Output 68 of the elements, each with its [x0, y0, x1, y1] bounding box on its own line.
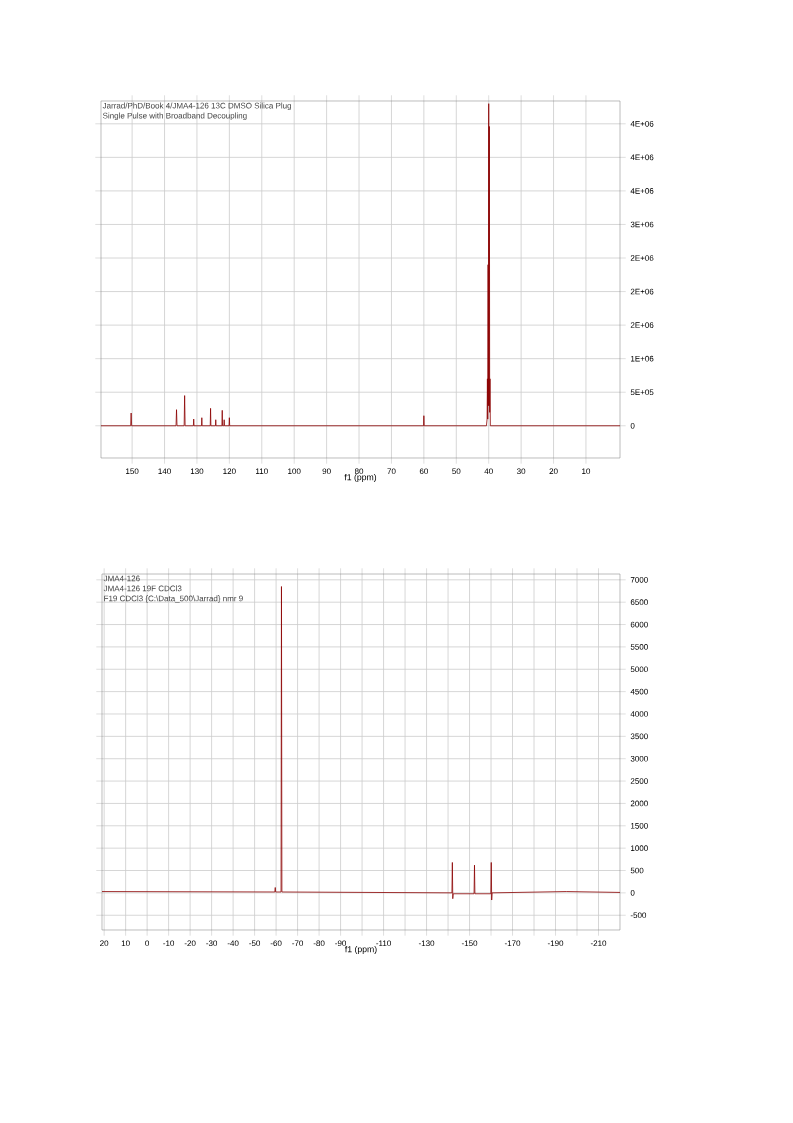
annotation: Jarrad/PhD/Book 4/JMA4-126 13C DMSO Silica Plug	[102, 102, 292, 111]
y-tick-label: 4000	[630, 711, 648, 717]
y-tick-label: 5E+05	[630, 389, 654, 396]
x-tick-label: 60	[419, 468, 429, 475]
y-tick-label: 6000	[630, 621, 648, 628]
x-tick-label: 70	[387, 468, 396, 475]
y-tick-label: 2E+06	[630, 255, 654, 261]
x-tick-label: -70	[292, 940, 304, 947]
y-tick-label: 5500	[630, 644, 648, 650]
x-tick-label: 100	[288, 468, 301, 475]
y-tick-label: 4E+06	[630, 120, 654, 127]
x-tick-label: -30	[206, 940, 218, 947]
x-tick-label: 130	[190, 468, 204, 475]
x-tick-label: 80	[354, 468, 364, 475]
x-tick-label: -20	[184, 940, 196, 947]
x-tick-label: -10	[163, 940, 175, 947]
y-tick-label: 2000	[630, 800, 648, 807]
y-tick-label: 1000	[631, 845, 648, 851]
y-tick-label: 0	[630, 422, 635, 429]
x-tick-label: 40	[484, 468, 493, 475]
line-series	[102, 586, 620, 901]
y-tick-label: 4500	[630, 688, 648, 695]
x-tick-label: 110	[256, 468, 268, 475]
x-tick-label: 20	[549, 468, 558, 475]
x-axis-title: f1 (ppm)	[344, 945, 377, 954]
annotation: F19 CDCl3 {C:\Data_500\Jarrad} nmr 9	[104, 595, 243, 603]
x-tick-label: 10	[121, 940, 130, 947]
x-tick-label: -60	[270, 940, 282, 947]
y-tick-label: 4E+06	[630, 154, 654, 161]
x-tick-label: -170	[504, 940, 521, 947]
annotation: Single Pulse with Broadband Decoupling	[102, 112, 247, 121]
y-tick-label: -500	[630, 912, 647, 919]
x-axis-title: f1 (ppm)	[344, 473, 377, 482]
x-tick-label: 50	[452, 468, 461, 475]
x-tick-label: 90	[322, 468, 331, 475]
y-tick-label: 3E+06	[630, 221, 654, 228]
annotation: JMA4-126 19F CDCl3	[103, 585, 182, 592]
x-tick-label: -40	[227, 940, 239, 947]
y-tick-label: 2E+06	[630, 322, 654, 328]
x-tick-label: 10	[582, 468, 591, 475]
y-tick-label: 500	[630, 867, 644, 874]
x-tick-label: -150	[461, 940, 478, 947]
y-tick-label: 5000	[630, 666, 648, 673]
y-tick-label: 2E+06	[630, 288, 654, 295]
x-tick-label: 0	[145, 940, 150, 947]
x-tick-label: 30	[516, 468, 526, 475]
y-tick-label: 6500	[630, 599, 648, 606]
y-tick-label: 1500	[631, 822, 648, 829]
y-tick-label: 3000	[630, 755, 648, 762]
annotation: JMA4-126	[103, 575, 140, 582]
y-tick-label: 4E+06	[630, 188, 654, 194]
y-tick-label: 2500	[630, 778, 648, 784]
x-tick-label: 140	[158, 468, 171, 475]
x-tick-label: -210	[590, 940, 607, 947]
x-tick-label: -80	[313, 940, 325, 947]
x-tick-label: -50	[249, 940, 261, 947]
y-tick-label: 0	[630, 890, 635, 896]
x-tick-label: 20	[100, 940, 109, 947]
x-tick-label: -190	[547, 940, 564, 947]
x-tick-label: 150	[126, 468, 139, 475]
x-tick-label: -90	[335, 940, 347, 947]
y-tick-label: 7000	[630, 576, 648, 583]
y-tick-label: 3500	[630, 733, 648, 740]
y-tick-label: 1E+06	[631, 355, 654, 362]
x-tick-label: 120	[223, 468, 236, 475]
x-tick-label: -110	[376, 940, 391, 947]
x-tick-label: -130	[418, 940, 435, 947]
line-series	[101, 103, 620, 427]
